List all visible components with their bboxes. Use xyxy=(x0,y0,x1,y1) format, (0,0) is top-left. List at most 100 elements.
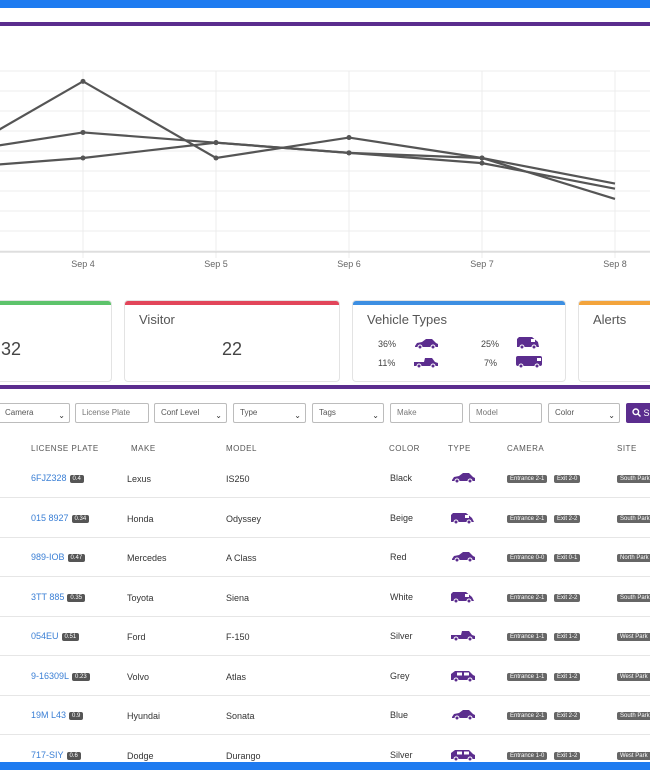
license-plate-link[interactable]: 054EU 0.51 xyxy=(31,631,80,641)
camera-badge[interactable]: Entrance 1-1 xyxy=(507,672,548,681)
license-plate-text[interactable]: 3TT 885 xyxy=(31,591,65,602)
license-plate-link[interactable]: 717-SIY 0.6 xyxy=(31,750,81,760)
header-make[interactable]: MAKE xyxy=(131,444,156,453)
license-plate-text[interactable]: 989-IOB xyxy=(31,552,65,562)
model-cell: Odyssey xyxy=(226,513,262,524)
make-input[interactable]: Make xyxy=(390,403,463,423)
suv-icon xyxy=(451,670,475,682)
table-row[interactable]: 015 8927 0.34 Honda Odyssey Beige Entrance 2-… xyxy=(0,499,650,538)
license-plate-text[interactable]: 9-16309L xyxy=(31,670,70,681)
confidence-badge: 0.23 xyxy=(72,672,90,681)
camera-badge[interactable]: Exit 1-2 xyxy=(554,633,581,641)
license-plate-text[interactable]: 054EU xyxy=(31,631,59,641)
site-badge[interactable]: South Park xyxy=(617,712,650,720)
make-cell: Toyota xyxy=(127,592,154,603)
conf-level-select[interactable]: Conf Level ⌄ xyxy=(154,403,227,423)
license-plate-link[interactable]: 3TT 885 0.35 xyxy=(31,591,86,602)
x-tick-label: Sep 6 xyxy=(337,259,361,269)
data-point[interactable] xyxy=(479,160,485,166)
site-badge[interactable]: West Park xyxy=(617,751,650,760)
site-badge[interactable]: West Park xyxy=(617,633,650,641)
make-cell: Volvo xyxy=(127,671,150,682)
table-row[interactable]: 717-SIY 0.6 Dodge Durango Silver Entrance 1-0… xyxy=(0,736,650,763)
header-model[interactable]: MODEL xyxy=(226,444,257,453)
confidence-badge: 0.47 xyxy=(67,554,86,562)
license-plate-text[interactable]: 6FJZ328 xyxy=(31,473,67,483)
data-point[interactable] xyxy=(80,78,86,84)
site-badge[interactable]: South Park xyxy=(617,514,650,523)
license-plate-text[interactable]: 015 8927 xyxy=(31,512,69,523)
table-row[interactable]: 054EU 0.51 Ford F-150 Silver Entrance 1-1 Exit… xyxy=(0,617,650,656)
sedan-icon xyxy=(452,710,475,721)
type-select[interactable]: Type ⌄ xyxy=(233,403,306,423)
camera-badge[interactable]: Exit 2-0 xyxy=(554,475,581,483)
table-row[interactable]: 989-IOB 0.47 Mercedes A Class Red Entrance 0-… xyxy=(0,538,650,577)
make-cell: Mercedes xyxy=(127,553,167,563)
license-plate-link[interactable]: 9-16309L 0.23 xyxy=(31,671,90,681)
camera-badge[interactable]: Exit 1-2 xyxy=(554,672,581,681)
data-point[interactable] xyxy=(479,155,485,161)
site-badge[interactable]: North Park xyxy=(617,554,650,562)
site-badge[interactable]: South Park xyxy=(617,593,650,602)
make-cell: Honda xyxy=(127,513,154,524)
data-point[interactable] xyxy=(213,155,219,161)
dashboard-frame: Sep 4 Sep 5 Sep 6 Sep 7 Sep 8 32 Visitor 22 … xyxy=(0,8,650,762)
data-point[interactable] xyxy=(213,140,219,146)
tags-select[interactable]: Tags ⌄ xyxy=(312,403,384,423)
camera-badge[interactable]: Exit 2-2 xyxy=(554,593,581,602)
make-cell: Hyundai xyxy=(127,711,161,721)
table-row[interactable]: 19M L43 0.9 Hyundai Sonata Blue Entrance 2-1 E… xyxy=(0,696,650,735)
x-tick-label: Sep 5 xyxy=(204,259,228,269)
card-alerts-accent xyxy=(579,301,650,305)
confidence-badge: 0.51 xyxy=(61,633,80,641)
license-plate-text[interactable]: 19M L43 xyxy=(31,710,67,720)
table-row[interactable]: 9-16309L 0.23 Volvo Atlas Grey Entrance 1-1 Ex… xyxy=(0,657,650,696)
camera-select[interactable]: Camera ⌄ xyxy=(0,403,70,423)
color-select[interactable]: Color ⌄ xyxy=(548,403,620,423)
table-row[interactable]: 3TT 885 0.35 Toyota Siena White Entrance 2-1 E… xyxy=(0,578,650,617)
model-cell: A Class xyxy=(226,553,257,563)
sedan-icon xyxy=(452,473,475,484)
color-cell: Red xyxy=(390,552,407,562)
camera-badge[interactable]: Entrance 2-1 xyxy=(507,593,548,602)
model-cell: Atlas xyxy=(226,671,247,682)
confidence-badge: 0.9 xyxy=(69,712,84,720)
header-type[interactable]: TYPE xyxy=(448,444,471,453)
type-select-label: Type xyxy=(240,408,258,417)
camera-badge[interactable]: Exit 2-2 xyxy=(554,712,581,720)
camera-badge[interactable]: Entrance 2-1 xyxy=(507,475,548,483)
header-license-plate[interactable]: LICENSE PLATE xyxy=(31,444,99,453)
data-point[interactable] xyxy=(80,129,86,135)
card-vehicle-types-accent xyxy=(353,301,565,305)
camera-badge[interactable]: Exit 1-2 xyxy=(554,751,581,760)
license-plate-link[interactable]: 989-IOB 0.47 xyxy=(31,552,86,562)
header-color[interactable]: COLOR xyxy=(389,444,420,453)
data-point[interactable] xyxy=(346,135,352,141)
site-badge[interactable]: South Park xyxy=(617,475,650,483)
license-plate-link[interactable]: 015 8927 0.34 xyxy=(31,512,90,523)
table-row[interactable]: 6FJZ328 0.4 Lexus IS250 Black Entrance 2-1 Exi… xyxy=(0,459,650,498)
data-point[interactable] xyxy=(80,155,86,161)
license-plate-link[interactable]: 19M L43 0.9 xyxy=(31,710,84,720)
card-total-accent xyxy=(0,301,111,305)
camera-badge[interactable]: Exit 2-2 xyxy=(554,514,581,523)
camera-badge[interactable]: Exit 0-1 xyxy=(554,554,581,562)
license-plate-text[interactable]: 717-SIY xyxy=(31,749,64,760)
camera-badge[interactable]: Entrance 0-0 xyxy=(507,554,548,562)
site-badge[interactable]: West Park xyxy=(617,672,650,681)
model-input[interactable]: Model xyxy=(469,403,542,423)
camera-badge[interactable]: Entrance 2-1 xyxy=(507,712,548,720)
camera-badge[interactable]: Entrance 2-1 xyxy=(507,514,548,523)
camera-badge[interactable]: Entrance 1-0 xyxy=(507,751,548,760)
header-camera[interactable]: CAMERA xyxy=(507,444,545,453)
data-point[interactable] xyxy=(346,150,352,156)
card-visitor-title: Visitor xyxy=(139,312,175,327)
header-site[interactable]: SITE xyxy=(617,444,637,453)
license-plate-input[interactable]: License Plate xyxy=(75,403,149,423)
card-vehicle-types: Vehicle Types 36% 25% 11% 7% xyxy=(352,300,566,382)
license-plate-link[interactable]: 6FJZ328 0.4 xyxy=(31,473,84,483)
traffic-line-chart: Sep 4 Sep 5 Sep 6 Sep 7 Sep 8 xyxy=(0,70,650,269)
search-button[interactable]: S xyxy=(626,403,650,423)
chevron-down-icon: ⌄ xyxy=(58,411,65,420)
camera-badge[interactable]: Entrance 1-1 xyxy=(507,633,548,641)
